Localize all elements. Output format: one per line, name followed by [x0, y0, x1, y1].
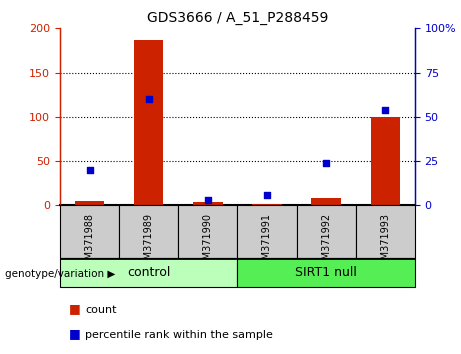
Text: GSM371988: GSM371988: [84, 213, 95, 272]
Point: [263, 192, 271, 198]
Bar: [75, 201, 104, 205]
Text: percentile rank within the sample: percentile rank within the sample: [85, 330, 273, 340]
Point: [86, 167, 93, 173]
FancyBboxPatch shape: [237, 205, 296, 258]
Text: count: count: [85, 305, 117, 315]
Bar: [311, 198, 341, 205]
Text: GSM371991: GSM371991: [262, 213, 272, 272]
Bar: [252, 204, 282, 205]
Point: [382, 107, 389, 113]
Text: genotype/variation ▶: genotype/variation ▶: [5, 269, 115, 279]
Bar: [134, 40, 164, 205]
FancyBboxPatch shape: [178, 205, 237, 258]
Text: ■: ■: [69, 302, 81, 315]
FancyBboxPatch shape: [237, 258, 415, 287]
Title: GDS3666 / A_51_P288459: GDS3666 / A_51_P288459: [147, 11, 328, 24]
FancyBboxPatch shape: [119, 205, 178, 258]
Point: [145, 96, 152, 102]
FancyBboxPatch shape: [356, 205, 415, 258]
FancyBboxPatch shape: [296, 205, 356, 258]
FancyBboxPatch shape: [60, 258, 237, 287]
Text: GSM371993: GSM371993: [380, 213, 390, 272]
Text: GSM371989: GSM371989: [144, 213, 154, 272]
Bar: [193, 202, 223, 205]
Point: [322, 160, 330, 166]
Bar: [371, 117, 400, 205]
Text: GSM371992: GSM371992: [321, 213, 331, 273]
FancyBboxPatch shape: [60, 205, 119, 258]
Text: ■: ■: [69, 327, 81, 340]
Text: control: control: [127, 266, 171, 279]
Text: SIRT1 null: SIRT1 null: [295, 266, 357, 279]
Text: GSM371990: GSM371990: [203, 213, 213, 272]
Point: [204, 197, 212, 203]
